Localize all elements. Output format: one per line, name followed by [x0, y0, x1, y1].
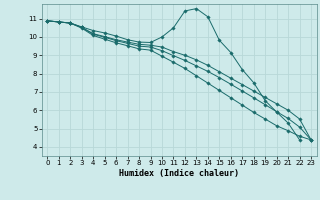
X-axis label: Humidex (Indice chaleur): Humidex (Indice chaleur)	[119, 169, 239, 178]
